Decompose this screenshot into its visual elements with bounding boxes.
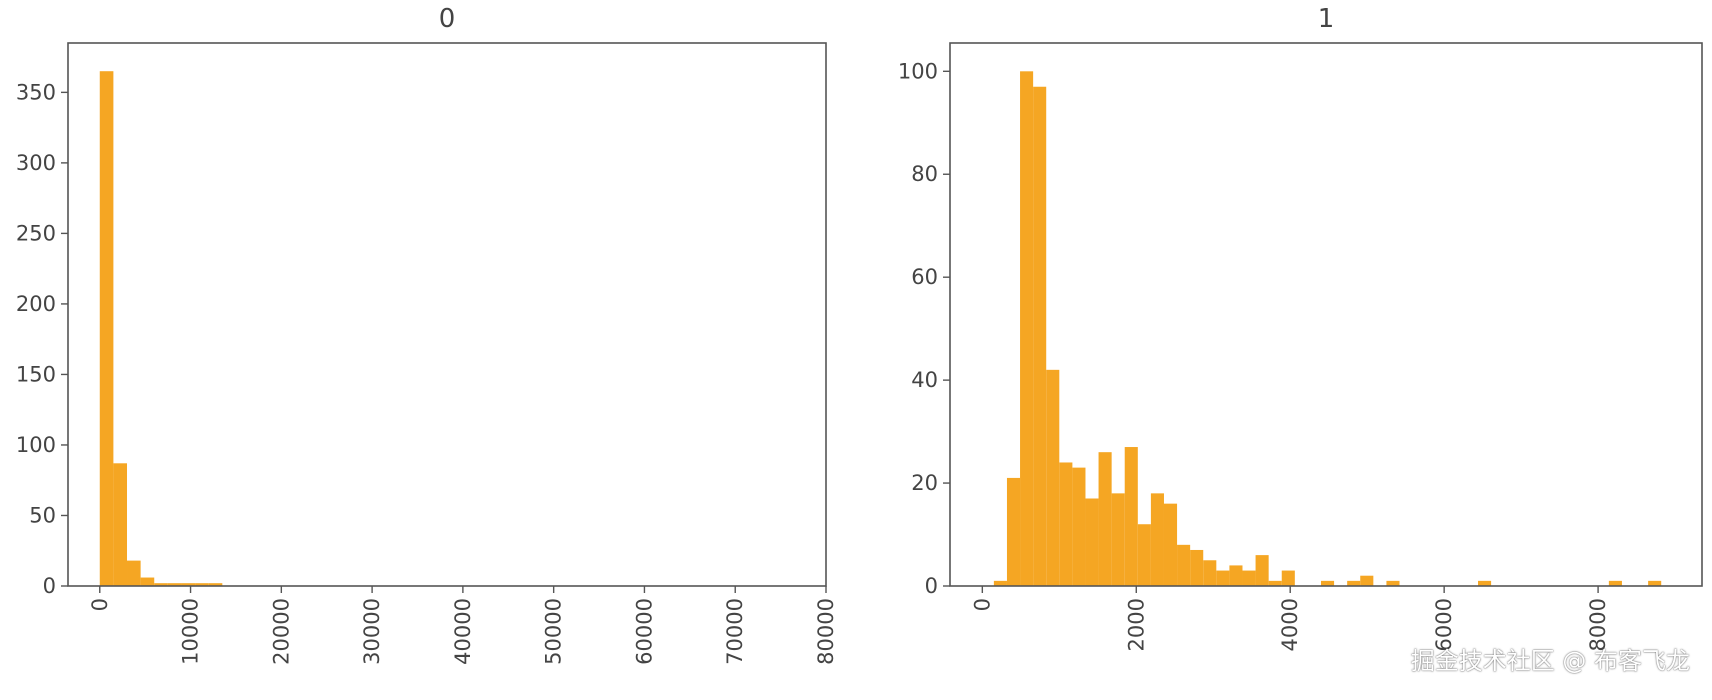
- histogram-bar: [208, 583, 223, 586]
- histogram-bar: [1020, 71, 1034, 587]
- y-tick-label: 80: [911, 162, 938, 186]
- x-tick-label: 40000: [451, 598, 475, 665]
- y-tick-label: 250: [16, 221, 56, 245]
- x-tick-label: 2000: [1124, 598, 1148, 651]
- histogram-bar: [1098, 452, 1112, 586]
- histogram-bar: [1059, 462, 1073, 586]
- x-tick-label: 80000: [814, 598, 838, 665]
- histogram-bar: [140, 577, 155, 586]
- panel-title: 0: [439, 4, 456, 34]
- histogram-bar: [1242, 570, 1256, 586]
- x-tick-label: 30000: [360, 598, 384, 665]
- histogram-bar: [1111, 493, 1125, 586]
- histogram-panel-1: 1 0 20 40 60 80 100 0 2000 4000 6000 8000: [898, 4, 1703, 651]
- histogram-bar: [1216, 570, 1230, 586]
- x-tick-label: 0: [970, 598, 994, 611]
- histogram-bar: [167, 583, 182, 586]
- x-tick-label: 10000: [179, 598, 203, 665]
- x-tick-label: 4000: [1278, 598, 1302, 651]
- histogram-bar: [1347, 580, 1361, 586]
- x-tick-label: 6000: [1432, 598, 1456, 651]
- histogram-bar: [1085, 498, 1099, 586]
- y-tick-label: 40: [911, 368, 938, 392]
- histogram-bar: [1281, 570, 1295, 586]
- panel-title: 1: [1318, 4, 1335, 34]
- axes-frame: [67, 42, 827, 587]
- y-tick-label: 20: [911, 471, 938, 495]
- histogram-bar: [993, 580, 1007, 586]
- y-tick-label: 150: [16, 362, 56, 386]
- histogram-bar: [1150, 493, 1164, 586]
- y-tick-label: 300: [16, 151, 56, 175]
- histogram-bar: [1229, 565, 1243, 586]
- histogram-bar: [1124, 447, 1138, 586]
- histogram-bar: [154, 583, 168, 586]
- histogram-bar: [1046, 369, 1060, 586]
- histogram-bar: [1163, 503, 1178, 586]
- y-tick-label: 60: [911, 265, 938, 289]
- histogram-bar: [1386, 580, 1400, 586]
- watermark-text: 掘金技术社区 @ 布客飞龙: [1410, 647, 1690, 675]
- histogram-bar: [1360, 575, 1374, 586]
- y-tick-label: 50: [29, 503, 56, 527]
- histogram-bar: [1137, 524, 1151, 586]
- x-tick-label: 60000: [632, 598, 656, 665]
- histogram-bar: [1648, 580, 1662, 586]
- histogram-bar: [1478, 580, 1492, 586]
- histogram-bar: [1190, 549, 1204, 586]
- x-tick-label: 70000: [723, 598, 747, 665]
- y-tick-label: 100: [16, 433, 56, 457]
- histogram-bar: [1255, 555, 1269, 586]
- x-tick-label: 50000: [542, 598, 566, 665]
- x-tick-label: 8000: [1586, 598, 1610, 651]
- histogram-bar: [1072, 467, 1086, 586]
- histogram-bar: [1006, 477, 1021, 586]
- histogram-panel-0: 0 0 50 100 150 200 250 300 350 0 10000 20000 30000 40…: [16, 4, 838, 665]
- y-tick-label: 0: [925, 574, 938, 598]
- histogram-bar: [181, 583, 196, 586]
- x-tick-label: 0: [88, 598, 112, 611]
- histogram-bar: [113, 463, 128, 586]
- histogram-bar: [127, 560, 141, 586]
- y-tick-label: 200: [16, 292, 56, 316]
- histogram-bar: [1320, 580, 1335, 586]
- y-tick-label: 0: [43, 574, 56, 598]
- histogram-bar: [1608, 580, 1622, 586]
- histogram-bar: [99, 71, 114, 587]
- y-tick-label: 100: [898, 59, 938, 83]
- histogram-bar: [1268, 580, 1282, 586]
- y-tick-label: 350: [16, 80, 56, 104]
- histogram-bar: [1177, 544, 1191, 586]
- histogram-bar: [1203, 560, 1217, 586]
- histogram-bar: [195, 583, 209, 586]
- histogram-bar: [1033, 86, 1047, 587]
- axes-frame: [949, 42, 1703, 587]
- x-tick-label: 20000: [269, 598, 293, 665]
